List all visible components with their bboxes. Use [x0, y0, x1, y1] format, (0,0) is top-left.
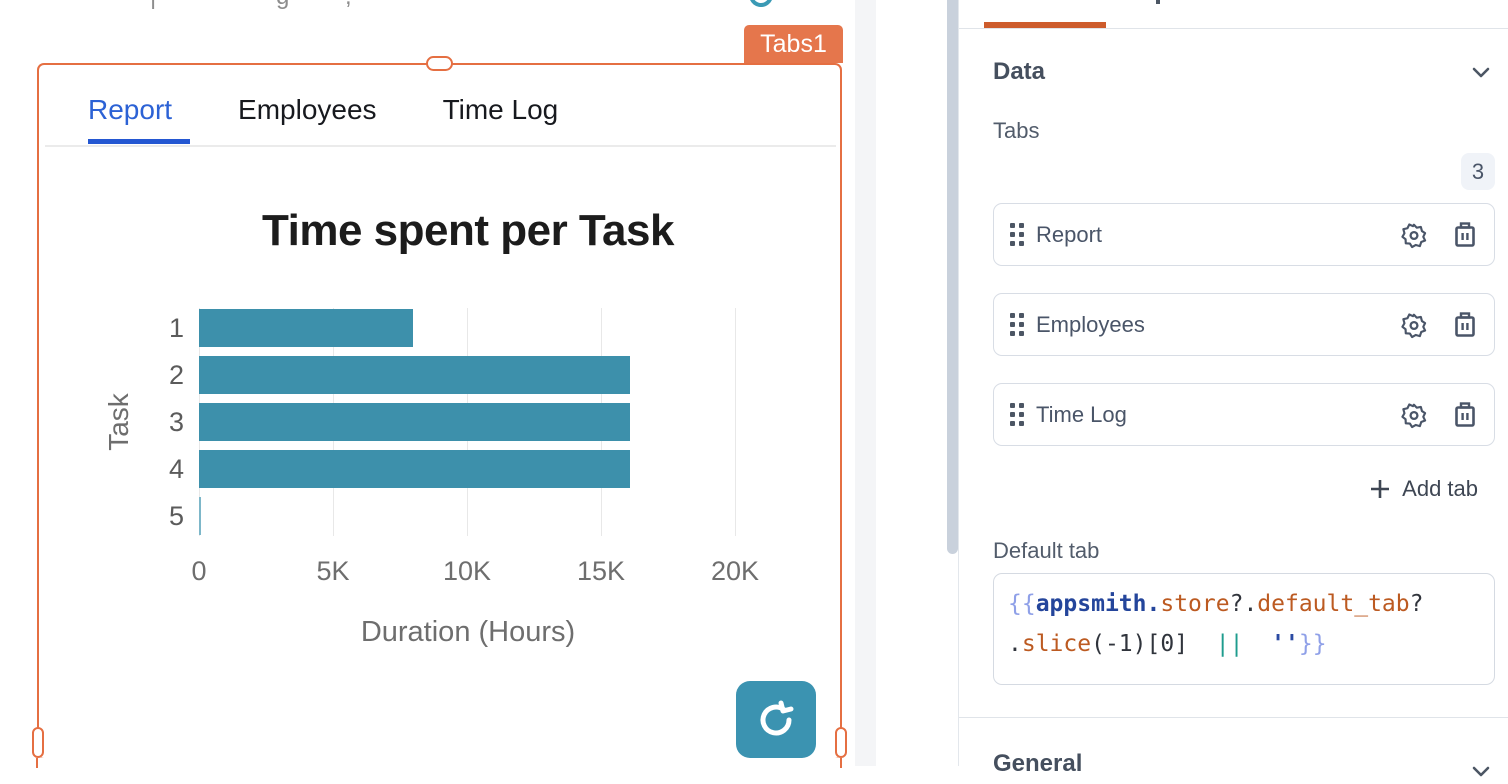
selection-border-dashed [840, 758, 842, 768]
widget-name-badge[interactable]: Tabs1 [744, 25, 843, 63]
chart-bar [199, 403, 631, 441]
widget-tab-timelog[interactable]: Time Log [442, 94, 559, 125]
tab-row-label: Employees [1036, 311, 1145, 337]
x-tick-label: 10K [442, 556, 492, 586]
widget-tab-bar: Report Employees Time Log [88, 94, 558, 126]
section-header-general[interactable]: General [993, 744, 1494, 784]
editor-canvas[interactable]: | g , Tabs1 Report Employees Time Log Ti… [0, 0, 855, 768]
chart-refresh-button[interactable] [736, 681, 816, 758]
default-tab-code-input[interactable]: {{appsmith.store?.default_tab? .slice(-1… [993, 573, 1495, 685]
gear-icon [1400, 311, 1428, 339]
default-tab-label: Default tab [993, 538, 1100, 563]
drag-handle-icon[interactable] [1010, 313, 1024, 336]
chevron-down-icon[interactable] [1468, 59, 1494, 85]
y-tick-label: 2 [168, 360, 184, 390]
plus-icon [1368, 477, 1392, 501]
gear-icon [1400, 221, 1428, 249]
clipped-text-fragment: g [276, 0, 289, 9]
add-tab-label: Add tab [1402, 476, 1478, 501]
x-tick-label: 0 [191, 556, 207, 586]
clipped-text-fragment: , [345, 0, 352, 9]
selection-border-dashed [36, 758, 38, 768]
section-header-data[interactable]: Data [993, 58, 1494, 86]
tab-delete-button[interactable] [1452, 311, 1478, 339]
trash-icon [1452, 401, 1478, 429]
chart-bar [199, 497, 201, 535]
trash-icon [1452, 311, 1478, 339]
pane-content: Data Tabs 3 Report [958, 0, 1508, 777]
y-tick-label: 1 [168, 313, 184, 343]
y-tick-label: 5 [168, 501, 184, 531]
section-divider [959, 717, 1508, 718]
rotate-ccw-icon [753, 697, 799, 743]
chart-bar [199, 309, 414, 347]
chart-bar [199, 450, 631, 488]
tab-delete-button[interactable] [1452, 221, 1478, 249]
chart-bar [199, 356, 631, 394]
trash-icon [1452, 221, 1478, 249]
tabs-count-badge: 3 [1461, 153, 1495, 190]
resize-handle-right[interactable] [835, 727, 847, 758]
chart-title: Time spent per Task [262, 206, 674, 255]
chart-plot-area [199, 308, 736, 536]
code-line: .slice(-1)[0] || ''}} [1008, 631, 1327, 657]
resize-handle-top[interactable] [426, 56, 453, 71]
clipped-text-fragment: | [150, 0, 156, 9]
tab-delete-button[interactable] [1452, 401, 1478, 429]
tab-row-employees[interactable]: Employees [993, 293, 1495, 356]
x-tick-label: 20K [710, 556, 760, 586]
chevron-down-icon[interactable] [1468, 758, 1494, 784]
code-line: {{appsmith.store?.default_tab? [1008, 591, 1424, 617]
pane-active-tab-underline [984, 22, 1106, 28]
x-tick-label: 5K [316, 556, 350, 586]
drag-handle-icon[interactable] [1010, 223, 1024, 246]
y-axis-title: Task [103, 393, 134, 451]
clipped-pane-tab-label [1156, 0, 1160, 4]
y-tick-label: 3 [168, 407, 184, 437]
property-pane: Data Tabs 3 Report [876, 0, 1508, 777]
active-tab-underline [88, 139, 190, 144]
tabs-list-label: Tabs [993, 118, 1040, 143]
tab-row-label: Report [1036, 221, 1103, 247]
clipped-refresh-icon [744, 0, 778, 11]
tab-settings-button[interactable] [1400, 221, 1428, 249]
pane-top-separator [959, 28, 1508, 29]
tab-settings-button[interactable] [1400, 311, 1428, 339]
x-tick-label: 15K [576, 556, 626, 586]
tab-row-label: Time Log [1036, 401, 1127, 427]
tab-settings-button[interactable] [1400, 401, 1428, 429]
section-title: Data [993, 58, 1046, 85]
tab-bar-separator [45, 145, 836, 147]
drag-handle-icon[interactable] [1010, 403, 1024, 426]
widget-tab-employees[interactable]: Employees [238, 94, 377, 125]
gridline [735, 308, 736, 536]
x-axis-title: Duration (Hours) [360, 616, 576, 648]
tab-row-report[interactable]: Report [993, 203, 1495, 266]
resize-handle-left[interactable] [32, 727, 44, 758]
add-tab-button[interactable]: Add tab [1368, 476, 1478, 502]
canvas-pane-gap [855, 0, 876, 766]
tab-row-timelog[interactable]: Time Log [993, 383, 1495, 446]
pane-scrollbar[interactable] [947, 0, 958, 554]
section-title: General [993, 750, 1083, 777]
y-tick-label: 4 [168, 454, 184, 484]
gear-icon [1400, 401, 1428, 429]
widget-tab-report[interactable]: Report [88, 94, 173, 125]
